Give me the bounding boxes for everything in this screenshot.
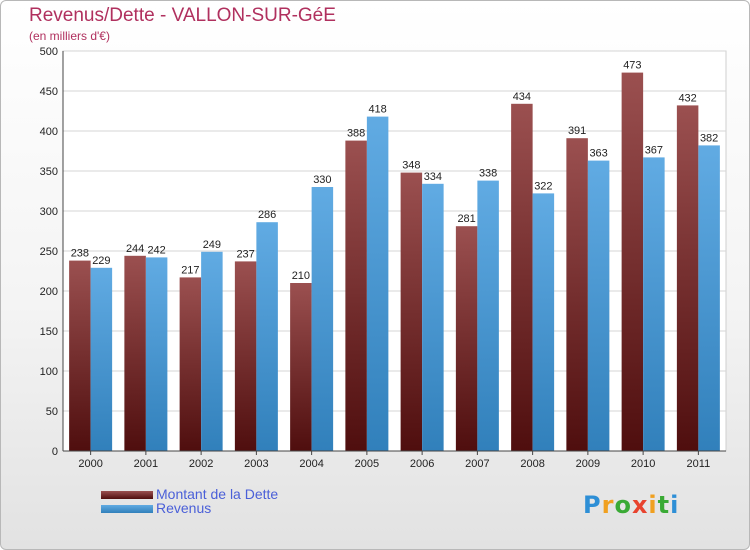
logo-letter: o <box>614 491 632 519</box>
chart-title: Revenus/Dette - VALLON-SUR-GéE <box>29 5 336 26</box>
bar-dette-2008 <box>511 103 533 452</box>
bar-revenus-2005 <box>366 116 389 451</box>
bar-revenus-2009 <box>587 160 610 451</box>
x-tick-label-2003: 2003 <box>244 458 268 470</box>
bar-revenus-2006 <box>422 183 444 452</box>
y-tick-label: 100 <box>40 366 58 378</box>
bar-dette-2000 <box>69 260 91 451</box>
logo-letter: x <box>631 491 649 519</box>
data-label-revenus-2010: 367 <box>645 144 663 156</box>
logo-letter: t <box>657 491 671 519</box>
data-label-revenus-2006: 334 <box>424 171 442 183</box>
bar-dette-2002 <box>179 277 202 451</box>
data-label-dette-2003: 237 <box>236 248 254 260</box>
bar-dette-2001 <box>124 255 146 451</box>
data-label-dette-2005: 388 <box>347 128 365 140</box>
y-tick-label: 250 <box>40 246 58 258</box>
bar-dette-2010 <box>621 72 644 451</box>
x-tick-label-2010: 2010 <box>631 458 655 470</box>
bar-revenus-2004 <box>311 187 334 451</box>
data-label-revenus-2008: 322 <box>534 180 552 192</box>
bar-revenus-2000 <box>90 267 113 451</box>
y-tick-label: 150 <box>40 326 58 338</box>
x-tick-label-2002: 2002 <box>189 458 213 470</box>
bar-dette-2006 <box>400 172 423 451</box>
data-label-dette-2007: 281 <box>457 213 475 225</box>
data-label-revenus-2002: 249 <box>203 239 221 251</box>
data-label-dette-2006: 348 <box>402 160 420 172</box>
data-label-revenus-2004: 330 <box>313 174 331 186</box>
x-tick-label-2004: 2004 <box>299 458 323 470</box>
data-label-dette-2008: 434 <box>513 91 531 103</box>
legend-swatch-dette <box>101 491 153 499</box>
y-tick-label: 400 <box>40 126 58 138</box>
logo-letter: i <box>670 491 680 519</box>
y-tick-label: 300 <box>40 206 58 218</box>
y-tick-label: 0 <box>52 446 58 458</box>
y-tick-label: 450 <box>40 86 58 98</box>
data-label-revenus-2003: 286 <box>258 209 276 221</box>
logo-letter: r <box>601 491 615 519</box>
bar-revenus-2001 <box>145 257 168 451</box>
bar-revenus-2002 <box>201 251 223 451</box>
bar-revenus-2003 <box>256 222 278 451</box>
logo-letter: P <box>583 491 602 519</box>
bar-revenus-2010 <box>643 157 665 451</box>
bar-revenus-2011 <box>698 145 720 451</box>
legend-swatch-revenus <box>101 505 153 513</box>
data-label-dette-2011: 432 <box>678 92 696 104</box>
data-label-revenus-2001: 242 <box>147 244 165 256</box>
bar-dette-2004 <box>290 283 312 451</box>
x-tick-label-2006: 2006 <box>410 458 434 470</box>
chart-subtitle: (en milliers d'€) <box>29 29 110 43</box>
data-label-dette-2004: 210 <box>292 270 310 282</box>
proxiti-logo: Proxiti <box>583 491 679 519</box>
y-tick-label: 200 <box>40 286 58 298</box>
bar-dette-2009 <box>566 138 588 451</box>
bar-revenus-2007 <box>477 180 499 451</box>
x-tick-label-2005: 2005 <box>355 458 379 470</box>
y-tick-label: 350 <box>40 166 58 178</box>
x-tick-label-2000: 2000 <box>78 458 102 470</box>
x-tick-label-2009: 2009 <box>576 458 600 470</box>
bar-dette-2003 <box>234 261 257 451</box>
y-tick-label: 50 <box>46 406 58 418</box>
data-label-revenus-2007: 338 <box>479 168 497 180</box>
bar-dette-2011 <box>676 105 699 452</box>
data-label-revenus-2011: 382 <box>700 132 718 144</box>
x-tick-label-2001: 2001 <box>134 458 158 470</box>
legend-label-dette: Montant de la Dette <box>156 486 279 502</box>
legend-label-revenus: Revenus <box>156 500 212 516</box>
data-label-dette-2010: 473 <box>623 60 641 72</box>
x-tick-label-2007: 2007 <box>465 458 489 470</box>
data-label-revenus-2005: 418 <box>368 104 386 116</box>
x-tick-label-2011: 2011 <box>687 458 711 470</box>
data-label-dette-2009: 391 <box>568 125 586 137</box>
y-tick-label: 500 <box>40 46 58 58</box>
bar-dette-2005 <box>345 140 367 451</box>
x-tick-label-2008: 2008 <box>520 458 544 470</box>
data-label-dette-2001: 244 <box>126 243 144 255</box>
logo-letter: i <box>648 491 658 519</box>
data-label-revenus-2009: 363 <box>589 148 607 160</box>
bar-revenus-2008 <box>532 193 555 451</box>
data-label-dette-2000: 238 <box>71 248 89 260</box>
data-label-dette-2002: 217 <box>181 264 199 276</box>
bar-dette-2007 <box>455 226 478 451</box>
data-label-revenus-2000: 229 <box>92 255 110 267</box>
